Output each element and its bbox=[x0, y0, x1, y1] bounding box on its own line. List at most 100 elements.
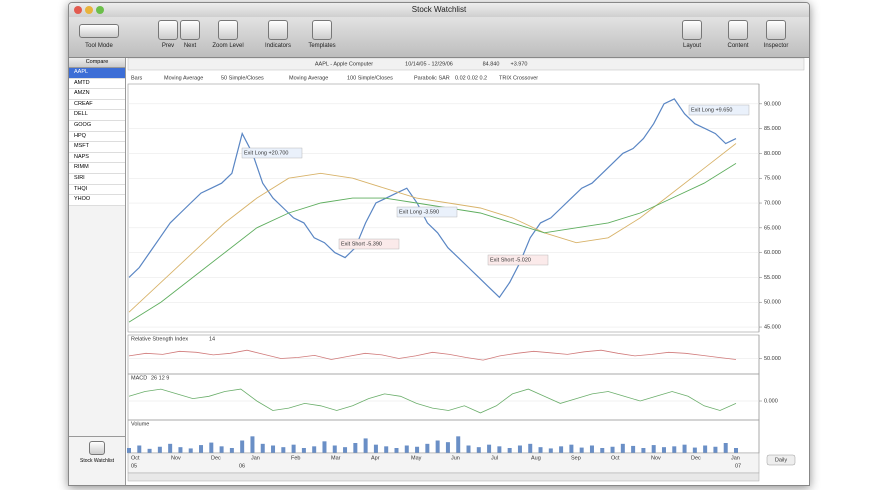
volume-bar bbox=[723, 443, 728, 453]
scrollbar bbox=[127, 472, 760, 482]
volume-bar bbox=[589, 445, 594, 453]
month-label: Jul bbox=[491, 455, 498, 461]
symbol-item[interactable]: DELL bbox=[69, 110, 125, 121]
volume-bar bbox=[384, 446, 389, 453]
volume-bar bbox=[487, 444, 492, 453]
close-button[interactable] bbox=[74, 6, 82, 14]
annotation: Exit Long +20.700 bbox=[244, 150, 289, 156]
date-range: 10/14/05 - 12/29/06 bbox=[405, 61, 453, 67]
annotation-box bbox=[338, 238, 400, 250]
minimize-button[interactable] bbox=[85, 6, 93, 14]
volume-bar bbox=[168, 443, 173, 453]
month-label: May bbox=[411, 455, 422, 461]
annotation-box bbox=[241, 147, 303, 159]
month-label: Dec bbox=[691, 455, 701, 461]
symbol-item[interactable]: AMZN bbox=[69, 89, 125, 100]
series-line bbox=[128, 143, 737, 313]
toolbar-icon bbox=[682, 20, 702, 40]
volume-bar bbox=[219, 446, 224, 453]
symbol-item[interactable]: THQI bbox=[69, 184, 125, 196]
volume-bar bbox=[147, 448, 152, 453]
y-tick-label: 65.000 bbox=[764, 225, 781, 231]
volume-bar bbox=[692, 447, 697, 453]
volume-bar bbox=[610, 446, 615, 453]
y-tick-label: 0.000 bbox=[764, 398, 778, 404]
symbol-list: AAPL AMTD AMZN CREAF DELL GOOG HPQ MSFT NAPS RIMM… bbox=[69, 68, 125, 206]
symbol: AAPL - Apple Computer bbox=[315, 61, 373, 67]
sidebar: Compare AAPL AMTD AMZN CREAF DELL GOOG HPQ MSFT… bbox=[69, 58, 126, 485]
volume-bar bbox=[291, 444, 296, 453]
series-line bbox=[128, 349, 737, 361]
volume-bar bbox=[332, 445, 337, 453]
volume-bar bbox=[703, 445, 708, 453]
toolbar-button[interactable]: Zoom Level bbox=[211, 20, 245, 49]
symbol-item[interactable]: CREAF bbox=[69, 99, 125, 111]
header-bar bbox=[127, 58, 805, 71]
volume-bar bbox=[651, 445, 656, 453]
volume-bar bbox=[641, 448, 646, 453]
y-tick-label: 55.000 bbox=[764, 275, 781, 281]
legend-item: Moving Average bbox=[289, 75, 328, 81]
volume-bar bbox=[199, 445, 204, 453]
toolbar-icon bbox=[766, 20, 786, 40]
last-price: 84.840 bbox=[483, 61, 500, 67]
symbol-item[interactable]: AMTD bbox=[69, 78, 125, 90]
period-button[interactable] bbox=[766, 454, 796, 466]
toolbar-label: Zoom Level bbox=[212, 43, 244, 49]
series-line bbox=[128, 388, 737, 414]
symbol-item[interactable]: RIMM bbox=[69, 163, 125, 174]
toolbar-icon bbox=[268, 20, 288, 40]
watchlist-icon[interactable] bbox=[89, 441, 105, 455]
volume-bar bbox=[301, 448, 306, 453]
symbol-item[interactable]: YHOO bbox=[69, 195, 125, 206]
month-label: Apr bbox=[371, 455, 380, 461]
year-label: 06 bbox=[239, 463, 245, 469]
volume-bar bbox=[559, 446, 564, 453]
symbol-item[interactable]: NAPS bbox=[69, 152, 125, 164]
footer-label: Stock Watchlist bbox=[80, 458, 114, 464]
zoom-button[interactable] bbox=[96, 6, 104, 14]
toolbar-button[interactable]: Layout bbox=[675, 20, 709, 49]
series-line bbox=[128, 98, 737, 299]
symbol-item[interactable]: HPQ bbox=[69, 131, 125, 143]
toolbar-button[interactable]: Templates bbox=[305, 20, 339, 49]
month-label: Sep bbox=[571, 455, 581, 461]
symbol-item[interactable]: GOOG bbox=[69, 120, 125, 132]
month-label: Dec bbox=[211, 455, 221, 461]
x-axis-bar bbox=[127, 452, 760, 474]
toolbar-label: Content bbox=[727, 43, 749, 49]
legend-item: Moving Average bbox=[164, 75, 203, 81]
volume-bar bbox=[661, 447, 666, 453]
volume-bar bbox=[507, 448, 512, 453]
volume-bar bbox=[394, 448, 399, 453]
volume-bar bbox=[445, 442, 450, 453]
toolbar-button[interactable]: Tool Mode bbox=[77, 20, 121, 49]
month-label: Oct bbox=[131, 455, 140, 461]
annotation-box bbox=[487, 254, 549, 266]
volume-bar bbox=[363, 438, 368, 453]
toolbar-label: Next bbox=[183, 43, 197, 49]
volume-bar bbox=[178, 447, 183, 453]
toolbar-button[interactable]: Prev bbox=[151, 20, 185, 49]
toolbar-label: Inspector bbox=[763, 43, 789, 49]
panel-param: 26 12 9 bbox=[151, 375, 169, 381]
toolbar-button[interactable]: Indicators bbox=[261, 20, 295, 49]
panel-param: 14 bbox=[209, 336, 215, 342]
legend-item: Bars bbox=[131, 75, 143, 81]
volume-bar bbox=[281, 447, 286, 453]
symbol-item[interactable]: SIRI bbox=[69, 173, 125, 185]
toolbar-button[interactable]: Content bbox=[721, 20, 755, 49]
symbol-item[interactable]: AAPL bbox=[69, 68, 125, 79]
toolbar-button[interactable]: Inspector bbox=[759, 20, 793, 49]
volume-bar bbox=[425, 443, 430, 453]
toolbar-button[interactable]: Next bbox=[173, 20, 207, 49]
volume-bar bbox=[240, 440, 245, 453]
symbol-item[interactable]: MSFT bbox=[69, 142, 125, 153]
toolbar-icon bbox=[158, 20, 178, 40]
series-line bbox=[128, 163, 737, 323]
annotation: Exit Long +9.650 bbox=[691, 107, 732, 113]
month-label: Jan bbox=[251, 455, 260, 461]
volume-bar bbox=[260, 443, 265, 453]
volume-bar bbox=[271, 445, 276, 453]
toolbar-icon bbox=[218, 20, 238, 40]
